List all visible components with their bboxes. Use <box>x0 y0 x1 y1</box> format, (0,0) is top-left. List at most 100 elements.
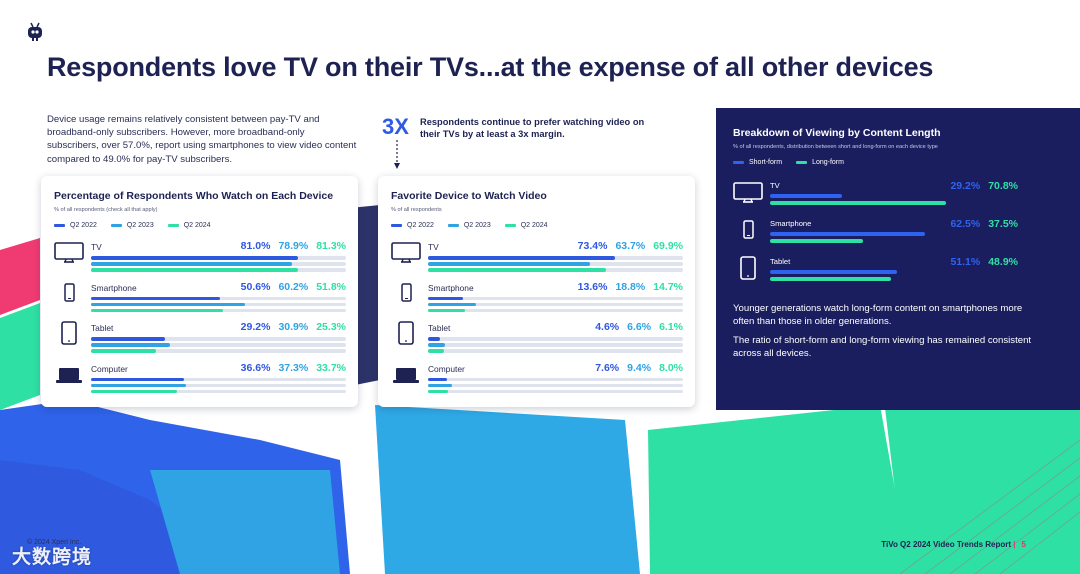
bar <box>91 343 170 347</box>
page-title: Respondents love TV on their TVs...at th… <box>47 52 934 82</box>
data-label: 37.3% <box>278 361 309 374</box>
value-labels: 13.6% 18.8% 14.7% <box>578 281 683 293</box>
callout-text: Respondents continue to prefer watching … <box>420 117 645 139</box>
bar-track <box>91 262 346 266</box>
chart-row: Tablet 29.2% 30.9% 25.3% <box>54 321 346 361</box>
legend-item-short-form: Short-form <box>733 159 782 166</box>
bar-track <box>91 349 346 353</box>
category-label: Smartphone <box>428 282 474 293</box>
chart-row: TV 73.4% 63.7% 69.9% <box>391 240 683 280</box>
callout-multiplier: 3X <box>382 114 409 139</box>
chart-row: TV 29.2% 70.8% <box>733 180 1018 214</box>
data-label: 6.6% <box>627 321 652 333</box>
chart-row: TV 81.0% 78.9% 81.3% <box>54 240 346 280</box>
bar <box>428 268 607 272</box>
data-label: 6.1% <box>659 321 683 333</box>
bar <box>91 262 293 266</box>
bar <box>428 296 463 300</box>
bar <box>428 337 440 341</box>
category-label: TV <box>91 242 102 252</box>
panel-paragraph: Younger generations watch long-form cont… <box>733 303 1023 327</box>
value-labels: 4.6% 6.6% 6.1% <box>595 321 683 333</box>
bar <box>91 302 245 306</box>
bar-track <box>428 308 683 312</box>
category-label: Computer <box>428 363 465 374</box>
chart-row: Tablet 51.1% 48.9% <box>733 256 1018 290</box>
chart-row: Smartphone 50.6% 60.2% 51.8% <box>54 281 346 321</box>
bar-track <box>91 308 346 312</box>
copyright: © 2024 Xperi Inc. <box>27 539 82 546</box>
category-label: Tablet <box>770 257 791 266</box>
content-length-panel: Breakdown of Viewing by Content Length %… <box>716 108 1080 410</box>
legend-item-q2-2022: Q2 2022 <box>54 222 97 229</box>
chart-note: % of all respondents (check all that app… <box>54 207 158 213</box>
bar <box>91 256 298 260</box>
chart-legend: Short-form Long-form <box>733 159 844 166</box>
bar <box>770 232 925 236</box>
chart-row: Smartphone 62.5% 37.5% <box>733 218 1018 252</box>
watermark: 大数跨境 <box>12 547 93 568</box>
chart-title: Percentage of Respondents Who Watch on E… <box>54 190 334 202</box>
data-label: 62.5% <box>950 218 981 230</box>
data-label: 51.8% <box>316 280 346 293</box>
bar <box>428 308 466 312</box>
chart-row: Tablet 4.6% 6.6% 6.1% <box>391 321 683 361</box>
bar <box>428 256 616 260</box>
data-label: 33.7% <box>316 361 346 374</box>
value-labels: 81.0% 78.9% 81.3% <box>241 240 346 252</box>
smartphone-icon <box>733 218 763 244</box>
bar-track <box>91 343 346 347</box>
data-label: 9.4% <box>627 361 652 374</box>
data-label: 25.3% <box>316 321 346 333</box>
chart-row: Computer 36.6% 37.3% 33.7% <box>54 362 346 402</box>
category-label: Smartphone <box>770 219 812 228</box>
data-label: 78.9% <box>278 240 309 252</box>
chart-legend: Q2 2022 Q2 2023 Q2 2024 <box>54 222 211 229</box>
legend-item-q2-2023: Q2 2023 <box>447 222 491 229</box>
data-label: 29.2% <box>950 180 981 192</box>
category-label: TV <box>428 242 439 252</box>
data-label: 70.8% <box>988 180 1018 192</box>
data-label: 14.7% <box>653 280 683 293</box>
bar-track <box>428 337 683 341</box>
value-labels: 29.2% 30.9% 25.3% <box>241 321 346 333</box>
bar-track <box>428 389 683 393</box>
value-labels: 7.6% 9.4% 8.0% <box>595 362 683 374</box>
bar-track <box>428 268 683 272</box>
laptop-icon <box>54 362 84 388</box>
data-label: 37.5% <box>988 218 1018 230</box>
bar <box>770 270 897 274</box>
legend-item-q2-2023: Q2 2023 <box>110 222 154 229</box>
bar <box>770 194 843 198</box>
bar <box>428 262 591 266</box>
bar-track <box>91 296 346 300</box>
chart-note: % of all respondents <box>391 207 442 213</box>
data-label: 81.3% <box>316 240 346 252</box>
data-label: 13.6% <box>577 280 608 293</box>
value-labels: 73.4% 63.7% 69.9% <box>578 240 683 252</box>
category-label: Smartphone <box>91 282 137 293</box>
bar <box>91 337 166 341</box>
bar <box>91 389 177 393</box>
data-label: 73.4% <box>577 240 608 252</box>
value-labels: 50.6% 60.2% 51.8% <box>241 281 346 293</box>
data-label: 30.9% <box>278 321 309 333</box>
tablet-icon <box>54 321 84 347</box>
data-label: 29.2% <box>240 321 271 333</box>
bar <box>770 239 863 243</box>
category-label: Computer <box>91 363 128 374</box>
report-footer: TiVo Q2 2024 Video Trends Report | 5 <box>881 540 1026 549</box>
bar <box>770 201 946 205</box>
data-label: 36.6% <box>240 361 271 374</box>
tivo-logo-icon <box>28 22 42 41</box>
bar-track <box>428 262 683 266</box>
tablet-icon <box>733 256 763 282</box>
bar-track <box>91 389 346 393</box>
bar-track <box>428 296 683 300</box>
bar <box>428 383 452 387</box>
arrow-down-icon <box>394 140 400 169</box>
bar <box>91 268 299 272</box>
bar <box>91 308 224 312</box>
chart-legend: Q2 2022 Q2 2023 Q2 2024 <box>391 222 548 229</box>
chart-row: Smartphone 13.6% 18.8% 14.7% <box>391 281 683 321</box>
